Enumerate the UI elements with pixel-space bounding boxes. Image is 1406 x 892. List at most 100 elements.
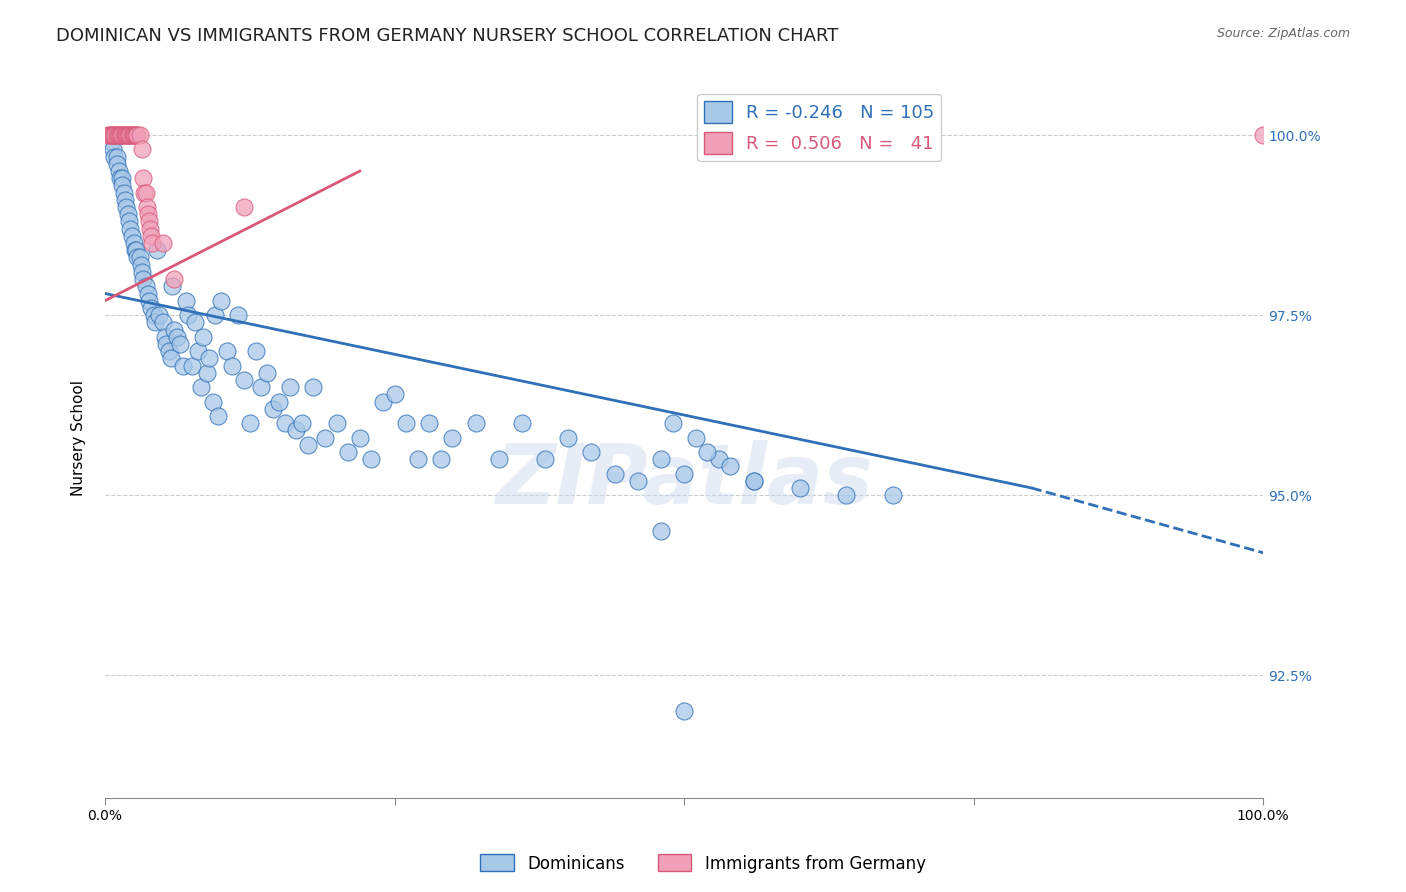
Text: Source: ZipAtlas.com: Source: ZipAtlas.com xyxy=(1216,27,1350,40)
Point xyxy=(114,193,136,207)
Point xyxy=(233,373,256,387)
Point xyxy=(141,228,163,243)
Point xyxy=(98,128,121,142)
Point xyxy=(510,416,533,430)
Point xyxy=(215,344,238,359)
Legend: R = -0.246   N = 105, R =  0.506   N =   41: R = -0.246 N = 105, R = 0.506 N = 41 xyxy=(697,94,942,161)
Point xyxy=(111,128,134,142)
Point xyxy=(131,265,153,279)
Point xyxy=(177,308,200,322)
Point xyxy=(117,128,139,142)
Point xyxy=(136,286,159,301)
Point xyxy=(105,157,128,171)
Point xyxy=(441,431,464,445)
Point xyxy=(207,409,229,423)
Point xyxy=(124,128,146,142)
Point xyxy=(187,344,209,359)
Point xyxy=(121,128,143,142)
Point xyxy=(141,236,163,251)
Point xyxy=(136,207,159,221)
Point xyxy=(325,416,347,430)
Point xyxy=(278,380,301,394)
Point xyxy=(627,474,650,488)
Point xyxy=(108,171,131,186)
Point xyxy=(141,301,163,315)
Point xyxy=(707,452,730,467)
Point xyxy=(193,329,215,343)
Point xyxy=(581,445,603,459)
Point xyxy=(120,128,142,142)
Point xyxy=(742,474,765,488)
Point xyxy=(118,214,141,228)
Point xyxy=(250,380,273,394)
Point xyxy=(160,351,183,366)
Point xyxy=(267,394,290,409)
Point xyxy=(742,474,765,488)
Point xyxy=(418,416,440,430)
Point xyxy=(204,308,226,322)
Point xyxy=(115,200,138,214)
Point xyxy=(117,207,139,221)
Point xyxy=(198,351,221,366)
Point xyxy=(661,416,683,430)
Point xyxy=(720,459,742,474)
Point xyxy=(115,128,138,142)
Point xyxy=(297,438,319,452)
Point xyxy=(108,128,131,142)
Point xyxy=(125,128,148,142)
Point xyxy=(127,251,149,265)
Point xyxy=(107,128,129,142)
Point xyxy=(160,279,183,293)
Point xyxy=(104,128,127,142)
Point xyxy=(673,467,696,481)
Point xyxy=(132,272,155,286)
Point xyxy=(146,244,169,258)
Point xyxy=(105,128,128,142)
Point xyxy=(132,171,155,186)
Point xyxy=(111,178,134,193)
Point xyxy=(122,128,145,142)
Point xyxy=(135,186,157,200)
Point xyxy=(157,344,180,359)
Point xyxy=(337,445,360,459)
Point xyxy=(134,186,156,200)
Point xyxy=(285,423,308,437)
Point xyxy=(163,272,186,286)
Point xyxy=(221,359,243,373)
Point xyxy=(100,135,122,149)
Point xyxy=(184,315,207,329)
Point xyxy=(121,228,143,243)
Point xyxy=(120,221,142,235)
Point xyxy=(190,380,212,394)
Point xyxy=(371,394,394,409)
Point xyxy=(155,329,177,343)
Point xyxy=(142,308,165,322)
Point xyxy=(115,128,138,142)
Point xyxy=(131,143,153,157)
Point xyxy=(103,150,125,164)
Point xyxy=(201,394,224,409)
Point xyxy=(152,236,174,251)
Point xyxy=(226,308,249,322)
Legend: Dominicans, Immigrants from Germany: Dominicans, Immigrants from Germany xyxy=(474,847,932,880)
Point xyxy=(112,128,135,142)
Point xyxy=(135,200,157,214)
Point xyxy=(464,416,486,430)
Point xyxy=(108,164,131,178)
Point xyxy=(557,431,579,445)
Point xyxy=(125,244,148,258)
Point xyxy=(360,452,382,467)
Point xyxy=(314,431,336,445)
Point xyxy=(105,150,128,164)
Point xyxy=(195,366,218,380)
Point xyxy=(166,329,188,343)
Point xyxy=(128,128,150,142)
Point xyxy=(180,359,202,373)
Point xyxy=(882,488,904,502)
Point xyxy=(291,416,314,430)
Point xyxy=(148,308,170,322)
Point xyxy=(101,128,124,142)
Point xyxy=(603,467,626,481)
Point xyxy=(650,452,672,467)
Point xyxy=(112,186,135,200)
